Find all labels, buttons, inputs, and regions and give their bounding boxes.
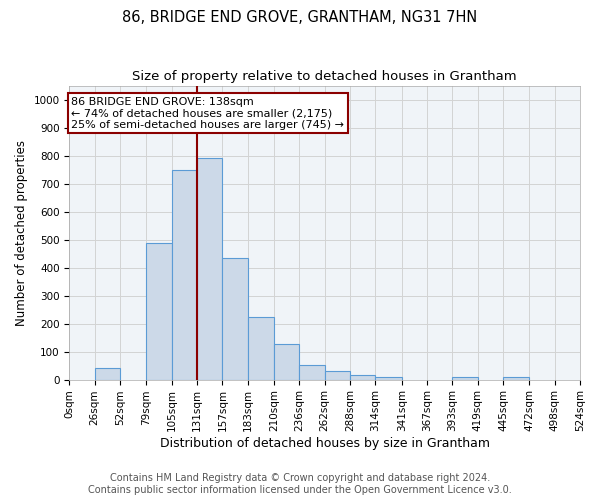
- Bar: [274, 344, 299, 380]
- Bar: [452, 378, 478, 380]
- Bar: [350, 376, 376, 380]
- Bar: [146, 243, 172, 380]
- Title: Size of property relative to detached houses in Grantham: Size of property relative to detached ho…: [133, 70, 517, 83]
- Bar: [503, 377, 529, 380]
- Bar: [325, 371, 350, 380]
- X-axis label: Distribution of detached houses by size in Grantham: Distribution of detached houses by size …: [160, 437, 490, 450]
- Bar: [376, 377, 401, 380]
- Text: Contains HM Land Registry data © Crown copyright and database right 2024.
Contai: Contains HM Land Registry data © Crown c…: [88, 474, 512, 495]
- Bar: [95, 368, 120, 380]
- Bar: [223, 258, 248, 380]
- Text: 86, BRIDGE END GROVE, GRANTHAM, NG31 7HN: 86, BRIDGE END GROVE, GRANTHAM, NG31 7HN: [122, 10, 478, 25]
- Bar: [299, 365, 325, 380]
- Bar: [248, 316, 274, 380]
- Y-axis label: Number of detached properties: Number of detached properties: [15, 140, 28, 326]
- Bar: [197, 158, 223, 380]
- Text: 86 BRIDGE END GROVE: 138sqm
← 74% of detached houses are smaller (2,175)
25% of : 86 BRIDGE END GROVE: 138sqm ← 74% of det…: [71, 97, 344, 130]
- Bar: [172, 170, 197, 380]
